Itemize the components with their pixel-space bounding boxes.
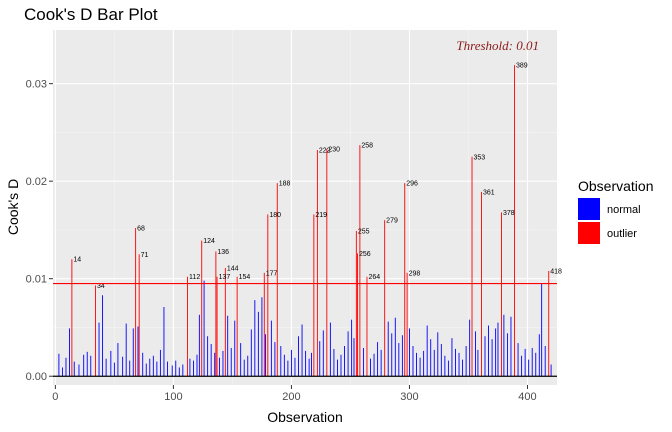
x-axis-title: Observation [267, 409, 342, 425]
outlier-label: 418 [550, 268, 562, 275]
x-tick-label: 0 [52, 391, 58, 403]
legend: Observation normal outlier [578, 178, 653, 244]
legend-title: Observation [578, 178, 653, 194]
outlier-label: 71 [141, 252, 149, 259]
y-tick-label: 0.03 [26, 79, 47, 91]
outlier-label: 154 [239, 274, 251, 281]
outlier-label: 255 [358, 228, 370, 235]
outlier-label: 222 [319, 147, 331, 154]
outlier-label: 136 [217, 249, 229, 256]
plot-panel [53, 30, 557, 385]
outlier-label: 68 [137, 225, 145, 232]
bars-layer [58, 65, 552, 377]
outlier-label: 180 [269, 212, 281, 219]
outlier-label: 264 [368, 274, 380, 281]
axis-ticks: 0 100 200 300 400 0.00 0.01 0.02 0.03 [26, 79, 537, 403]
y-tick-label: 0.02 [26, 176, 47, 188]
outlier-label: 177 [266, 270, 278, 277]
outlier-label: 296 [406, 181, 418, 188]
x-tick-label: 400 [518, 391, 536, 403]
x-tick-label: 300 [400, 391, 418, 403]
outlier-label: 34 [97, 283, 105, 290]
x-tick-label: 200 [282, 391, 300, 403]
outlier-label: 258 [361, 143, 373, 150]
outlier-label: 137 [219, 274, 231, 281]
y-tick-label: 0.01 [26, 274, 47, 286]
y-axis-title: Cook's D [5, 179, 21, 235]
legend-label-outlier: outlier [607, 228, 637, 240]
legend-label-normal: normal [607, 204, 641, 216]
chart-title: Cook's D Bar Plot [24, 5, 158, 24]
outlier-label: 378 [503, 210, 515, 217]
outlier-label: 256 [359, 251, 371, 258]
gridlines [53, 30, 557, 385]
outlier-label: 389 [516, 63, 528, 70]
outlier-label: 219 [315, 212, 327, 219]
legend-swatch-outlier [578, 222, 600, 244]
outlier-label: 353 [474, 154, 486, 161]
outlier-label: 361 [483, 189, 495, 196]
y-tick-label: 0.00 [26, 371, 47, 383]
legend-swatch-normal [578, 198, 600, 220]
outlier-label: 124 [203, 238, 215, 245]
outlier-label: 188 [279, 181, 291, 188]
outlier-label: 144 [227, 265, 239, 272]
outlier-label: 279 [386, 218, 398, 225]
outlier-label: 112 [189, 274, 200, 281]
outlier-label: 298 [409, 270, 421, 277]
threshold-label: Threshold: 0.01 [456, 38, 539, 53]
x-tick-label: 100 [164, 391, 182, 403]
outlier-label: 230 [328, 146, 340, 153]
outlier-label: 14 [73, 257, 81, 264]
